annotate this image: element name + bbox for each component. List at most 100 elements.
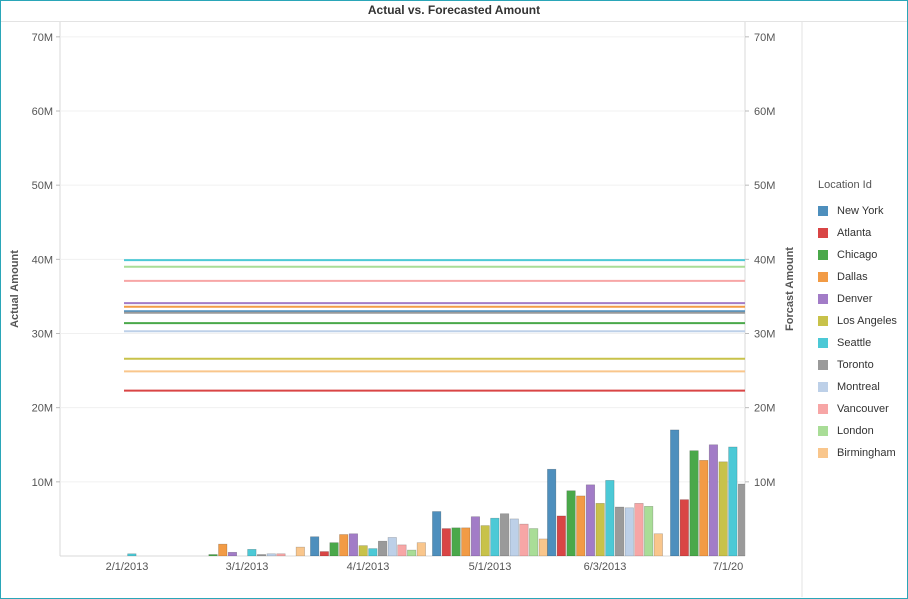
legend-item[interactable]: Chicago [818,244,906,266]
y-tick-label: 10M [32,477,53,489]
legend-label: Chicago [837,249,878,261]
y-tick-label: 40M [32,254,53,266]
legend-label: Montreal [837,381,880,393]
legend-item[interactable]: Montreal [818,376,906,398]
legend-label: Toronto [837,359,874,371]
bar [624,507,634,556]
legend: Location Id New York Atlanta Chicago Dallas… [818,179,906,464]
x-tick-label: 2/1/2013 [106,561,149,573]
bar [689,450,699,556]
bar [461,527,471,556]
legend-swatch [818,272,828,282]
x-tick-label: 5/1/2013 [469,561,512,573]
bar [728,446,738,556]
bar [708,444,719,556]
bar [529,528,539,556]
bar [377,540,388,556]
bar [127,553,137,556]
legend-title: Location Id [818,179,872,191]
legend-label: New York [837,205,884,217]
legend-items: New York Atlanta Chicago Dallas Denver Los An… [818,200,906,464]
legend-item[interactable]: Birmingham [818,442,906,464]
y-right-tick-label: 50M [754,180,775,192]
x-tick-label: 3/1/2013 [226,561,269,573]
legend-label: Birmingham [837,447,896,459]
legend-item[interactable]: London [818,420,906,442]
bar [556,515,566,556]
bar [247,549,257,556]
bar [310,536,320,556]
x-tick-label: 6/3/2013 [584,561,627,573]
bar [576,495,586,556]
bar [276,553,286,556]
bar [480,525,490,556]
legend-swatch [818,404,828,414]
bar [227,551,237,556]
legend-swatch [818,338,828,348]
legend-swatch [818,316,828,326]
bar [566,490,576,556]
bar [432,511,442,556]
y-right-tick-label: 40M [754,254,775,266]
title-divider [1,21,907,22]
y-right-tick-label: 10M [754,477,775,489]
bar [339,534,349,556]
bar [644,506,654,556]
bar [397,544,407,556]
x-tick-label: 4/1/2013 [347,561,390,573]
legend-item[interactable]: Dallas [818,266,906,288]
y-axis-title: Actual Amount [9,250,21,328]
bar [416,542,426,556]
bar [499,513,510,556]
y-right-tick-label: 70M [754,32,775,44]
chart-title: Actual vs. Forecasted Amount [367,3,541,17]
bar [348,533,359,556]
legend-swatch [818,228,828,238]
legend-label: Vancouver [837,403,889,415]
y-tick-label: 60M [32,106,53,118]
legend-item[interactable]: Atlanta [818,222,906,244]
legend-swatch [818,448,828,458]
bar [699,460,709,556]
legend-label: Los Angeles [837,315,897,327]
bar [653,533,663,556]
y-right-axis-title: Forcast Amount [784,247,796,331]
bar [614,506,625,556]
bar [368,548,378,556]
legend-label: London [837,425,874,437]
bar [605,480,615,556]
legend-label: Seattle [837,337,872,349]
legend-swatch [818,360,828,370]
bar [266,553,276,556]
y-tick-label: 20M [32,403,53,415]
y-right-tick-label: 60M [754,106,775,118]
bar [407,549,417,556]
bar [358,545,368,556]
legend-swatch [818,294,828,304]
legend-label: Atlanta [837,227,872,239]
bar [208,554,218,556]
bar [538,538,548,556]
bars-group [127,429,745,556]
bar [547,468,557,556]
bar [470,516,481,556]
legend-swatch [818,426,828,436]
bar [670,429,680,556]
legend-item[interactable]: New York [818,200,906,222]
legend-item[interactable]: Toronto [818,354,906,376]
legend-item[interactable]: Seattle [818,332,906,354]
bar [256,554,267,556]
bar [329,542,339,556]
bar [295,546,305,556]
y-tick-label: 70M [32,32,53,44]
legend-item[interactable]: Vancouver [818,398,906,420]
legend-item[interactable]: Los Angeles [818,310,906,332]
legend-item[interactable]: Denver [818,288,906,310]
bar [387,537,397,556]
y-tick-label: 50M [32,180,53,192]
legend-label: Denver [837,293,873,305]
legend-swatch [818,250,828,260]
bar [319,551,329,556]
